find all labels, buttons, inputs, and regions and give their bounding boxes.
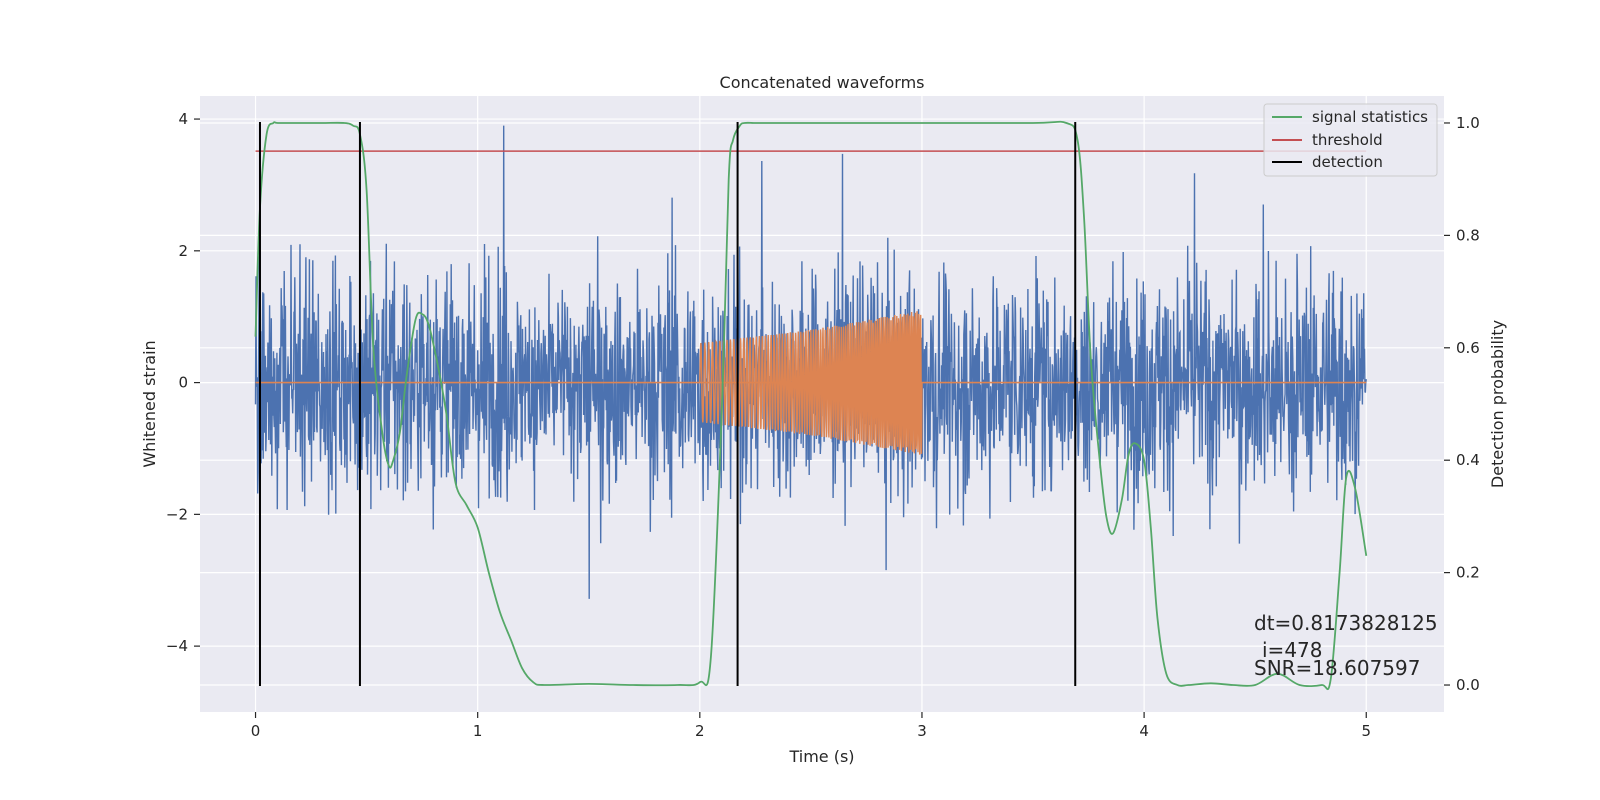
annotation-snr: SNR=18.607597 <box>1254 656 1420 680</box>
annotation-block: dt=0.8173828125 i=478 SNR=18.607597 <box>1254 611 1438 680</box>
y-tick-label: −4 <box>166 637 188 655</box>
legend-label-signal-statistics: signal statistics <box>1312 108 1428 126</box>
x-tick-label: 0 <box>251 722 261 740</box>
legend-label-threshold: threshold <box>1312 131 1383 149</box>
legend-label-detection: detection <box>1312 153 1383 171</box>
y-tick-label: −2 <box>166 505 188 523</box>
y-tick-label: 2 <box>178 242 188 260</box>
x-tick-label: 2 <box>695 722 705 740</box>
annotation-dt: dt=0.8173828125 <box>1254 611 1438 635</box>
right-axis-ticks: 1.0 0.8 0.6 0.4 0.2 0.0 <box>1444 114 1480 694</box>
x-tick-label: 5 <box>1361 722 1371 740</box>
legend-frame <box>1263 103 1438 177</box>
y-right-tick-label: 0.2 <box>1456 564 1480 582</box>
bottom-axis-ticks: 0 1 2 3 4 5 <box>251 712 1371 740</box>
x-tick-label: 4 <box>1139 722 1149 740</box>
signal-statistics-line <box>254 120 1368 691</box>
plot-area <box>254 120 1368 691</box>
y-tick-label: 0 <box>178 374 188 392</box>
left-axis-ticks: 4 2 0 −2 −4 <box>166 110 200 655</box>
y-right-tick-label: 0.8 <box>1456 226 1480 244</box>
legend: signal statistics threshold detection <box>1263 103 1438 177</box>
y-right-tick-label: 1.0 <box>1456 114 1480 132</box>
chart-title: Concatenated waveforms <box>720 73 925 92</box>
annotation-i: i=478 <box>1262 638 1323 662</box>
y-tick-label: 4 <box>178 110 188 128</box>
y-right-tick-label: 0.4 <box>1456 451 1480 469</box>
x-tick-label: 1 <box>473 722 483 740</box>
y-right-axis-label: Detection probability <box>1488 320 1507 488</box>
x-tick-label: 3 <box>917 722 927 740</box>
strain-series-line <box>254 125 1367 599</box>
x-axis-label: Time (s) <box>788 747 854 766</box>
y-right-tick-label: 0.6 <box>1456 339 1480 357</box>
detection-lines <box>258 121 1077 687</box>
y-axis-label: Whitened strain <box>140 340 159 467</box>
y-right-tick-label: 0.0 <box>1456 676 1480 694</box>
